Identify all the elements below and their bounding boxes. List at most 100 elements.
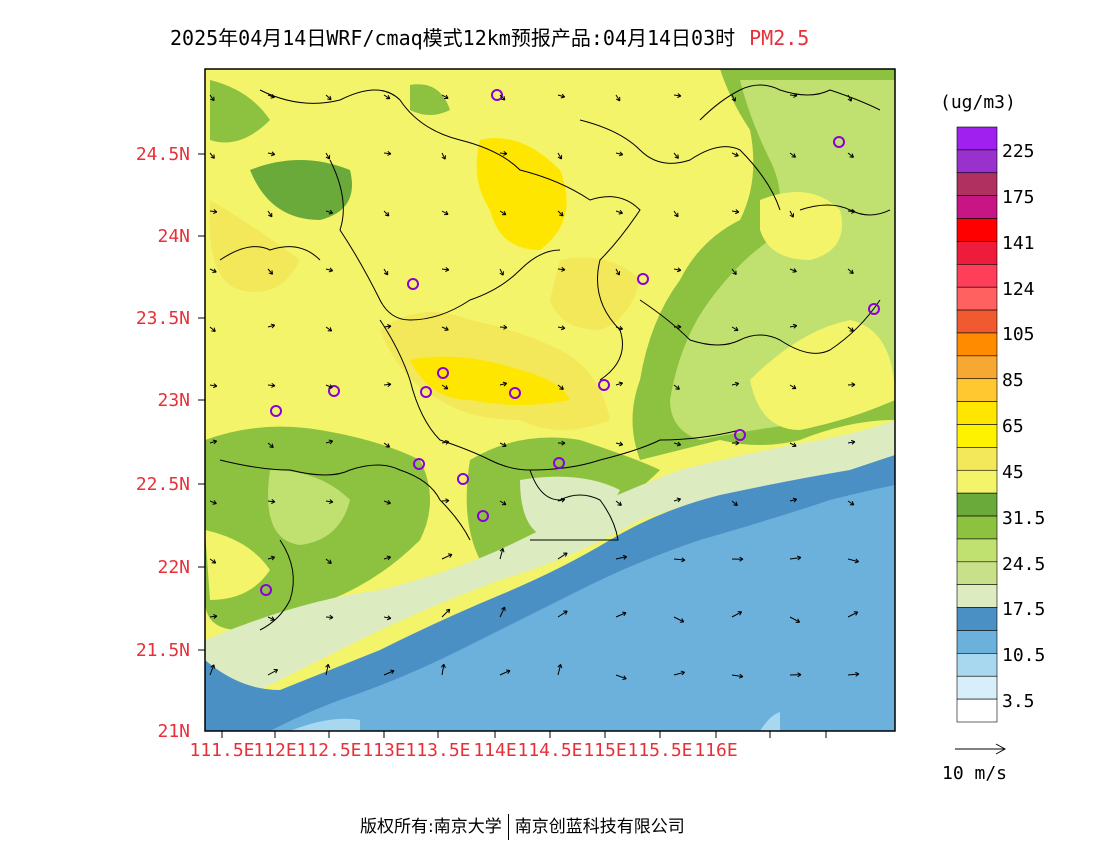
- wind-arrow: [557, 325, 566, 331]
- wind-arrow: [383, 442, 391, 448]
- wind-arrow: [499, 210, 507, 216]
- colorbar-swatch: [956, 378, 998, 402]
- wind-arrow: [499, 669, 511, 676]
- lon-tick: 112.5E: [296, 740, 362, 761]
- wind-arrow: [267, 151, 276, 157]
- colorbar-swatch: [956, 630, 998, 654]
- wind-arrow: [383, 500, 391, 505]
- lat-tick: 24N: [157, 226, 190, 247]
- wind-arrow: [209, 558, 217, 564]
- wind-arrow: [673, 324, 682, 330]
- wind-scale-label: 10 m/s: [942, 763, 1008, 784]
- wind-arrow: [789, 152, 797, 158]
- colorbar-swatch: [956, 492, 998, 517]
- colorbar-label: 105: [1002, 324, 1035, 345]
- wind-arrow: [209, 268, 217, 273]
- lon-tick: 115E: [583, 740, 627, 761]
- colorbar-label: 3.5: [1002, 691, 1035, 712]
- wind-arrow: [383, 324, 392, 329]
- wind-arrow: [325, 499, 334, 505]
- lon-tick: 113E: [362, 740, 406, 761]
- wind-arrow: [615, 94, 621, 102]
- lat-tick: 23.5N: [135, 308, 190, 329]
- colorbar-swatch: [956, 561, 998, 585]
- wind-arrow: [209, 664, 216, 676]
- axis-ticks: [198, 153, 827, 738]
- wind-arrow: [267, 555, 276, 561]
- wind-arrow: [673, 384, 680, 390]
- wind-arrow: [557, 663, 563, 676]
- colorbar-swatch: [956, 607, 998, 631]
- lon-tick: 114.5E: [517, 740, 583, 761]
- wind-arrow: [789, 323, 798, 329]
- colorbar-label: 10.5: [1002, 645, 1046, 666]
- colorbar-swatch: [956, 332, 998, 357]
- wind-arrow: [557, 610, 568, 618]
- wind-arrow: [557, 384, 564, 390]
- wind-arrow: [847, 208, 856, 214]
- wind-arrow: [731, 268, 737, 276]
- wind-arrow: [789, 384, 797, 390]
- wind-arrow: [383, 382, 392, 388]
- wind-arrow: [789, 616, 801, 623]
- colorbar-label: 175: [1002, 187, 1035, 208]
- wind-arrow: [325, 663, 331, 676]
- wind-arrow: [731, 611, 743, 618]
- wind-arrow: [673, 441, 682, 447]
- wind-arrow: [209, 152, 215, 159]
- wind-arrow: [673, 152, 679, 159]
- wind-arrow: [731, 381, 740, 387]
- colorbar-swatch: [956, 424, 998, 448]
- wind-arrow: [673, 267, 682, 273]
- wind-arrow: [325, 209, 334, 215]
- wind-arrow: [383, 268, 389, 276]
- lon-tick: 114E: [473, 740, 517, 761]
- wind-arrow: [615, 500, 622, 506]
- wind-arrow: [441, 608, 451, 618]
- wind-arrow: [499, 548, 505, 560]
- lon-tick: 111.5E: [189, 740, 255, 761]
- wind-arrow: [847, 94, 853, 102]
- wind-arrow: [325, 326, 333, 332]
- wind-arrow: [615, 381, 624, 387]
- colorbar-label: 141: [1002, 233, 1035, 254]
- lat-tick: 21N: [157, 721, 190, 742]
- wind-arrow: [615, 209, 624, 215]
- colorbar-label: 31.5: [1002, 508, 1046, 529]
- wind-arrow: [847, 558, 860, 564]
- variable-label: PM2.5: [749, 26, 810, 50]
- colorbar-label: 65: [1002, 416, 1024, 437]
- colorbar-swatch: [956, 401, 998, 425]
- wind-arrow: [847, 439, 856, 445]
- wind-arrow: [441, 267, 450, 272]
- lat-tick: 24.5N: [135, 144, 190, 165]
- wind-arrow: [267, 669, 279, 676]
- wind-arrow: [731, 209, 740, 215]
- wind-arrow: [847, 671, 860, 677]
- wind-arrow: [789, 497, 798, 503]
- wind-arrow: [731, 556, 744, 562]
- wind-arrow: [847, 152, 854, 158]
- wind-arrow: [789, 672, 802, 678]
- wind-arrow: [267, 210, 273, 218]
- colorbar-swatch: [956, 264, 998, 288]
- colorbar-label: 225: [1002, 141, 1035, 162]
- colorbar-label: 24.5: [1002, 554, 1046, 575]
- copyright-right: 南京创蓝科技有限公司: [514, 817, 685, 837]
- colorbar-label: 17.5: [1002, 599, 1046, 620]
- wind-arrow: [441, 498, 450, 504]
- wind-arrow: [731, 673, 744, 679]
- wind-arrow: [673, 616, 685, 623]
- wind-arrow: [615, 611, 627, 618]
- colorbar-swatch: [956, 218, 998, 242]
- wind-arrow: [557, 152, 563, 160]
- colorbar-swatch: [956, 172, 998, 196]
- wind-vectors: [209, 92, 860, 681]
- wind-arrow: [209, 209, 218, 215]
- wind-arrow: [557, 552, 568, 560]
- wind-arrow: [325, 558, 332, 564]
- colorbar-swatch: [956, 195, 998, 219]
- colorbar-swatch: [956, 698, 998, 723]
- wind-arrow: [847, 268, 854, 275]
